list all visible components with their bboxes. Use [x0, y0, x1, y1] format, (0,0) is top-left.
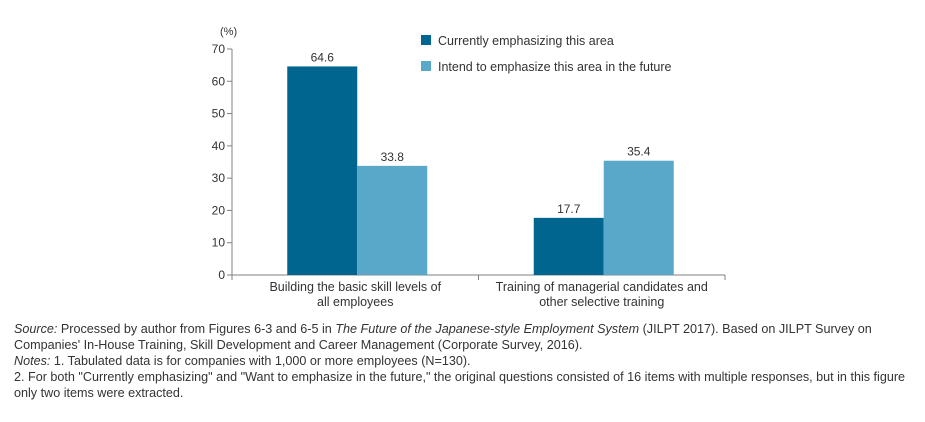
source-text-2: (JILPT 2017). Based on JILPT Survey on C… — [14, 322, 872, 352]
source-text-1: Processed by author from Figures 6-3 and… — [57, 322, 336, 336]
legend-label: Currently emphasizing this area — [438, 34, 614, 48]
source-label: Source: — [14, 322, 58, 336]
y-tick-label: 10 — [212, 236, 226, 250]
bar-value-label: 17.7 — [557, 202, 581, 216]
note-1: Notes: 1. Tabulated data is for companie… — [14, 353, 914, 369]
y-tick-label: 30 — [212, 171, 226, 185]
note-1-text: 1. Tabulated data is for companies with … — [50, 354, 471, 368]
x-category-label: Training of managerial candidates and oth… — [496, 280, 708, 309]
legend-swatch — [421, 35, 431, 45]
bar-value-label: 33.8 — [381, 150, 405, 164]
chart-legend: Currently emphasizing this area Intend to… — [421, 34, 672, 74]
chart-notes: Source: Processed by author from Figures… — [14, 321, 914, 401]
y-tick-label: 0 — [218, 268, 225, 282]
bar-future-2 — [603, 160, 674, 275]
bar-future-1 — [357, 165, 428, 275]
y-tick-label: 20 — [212, 203, 226, 217]
notes-label: Notes: — [14, 354, 51, 368]
note-2: 2. For both "Currently emphasizing" and … — [14, 370, 906, 400]
source-title: The Future of the Japanese-style Employm… — [335, 322, 640, 336]
source-note: Source: Processed by author from Figures… — [14, 321, 914, 353]
y-unit-label: (%) — [220, 26, 237, 38]
chart-bars: 64.6 33.8 17.7 35.4 — [287, 50, 674, 275]
y-tick-label: 60 — [212, 74, 226, 88]
bar-current-2 — [533, 217, 604, 275]
bar-value-label: 64.6 — [311, 50, 335, 64]
y-tick-label: 40 — [212, 139, 226, 153]
bar-value-label: 35.4 — [627, 145, 651, 159]
x-category-label: Building the basic skill levels of all em… — [269, 280, 441, 309]
bar-chart: (%) 0 10 20 30 40 50 60 70 Building the basic ski… — [212, 26, 726, 309]
legend-swatch — [421, 61, 431, 71]
legend-label: Intend to emphasize this area in the fut… — [438, 60, 672, 74]
y-tick-label: 50 — [212, 107, 226, 121]
bar-current-1 — [287, 66, 358, 275]
y-tick-label: 70 — [212, 42, 226, 56]
